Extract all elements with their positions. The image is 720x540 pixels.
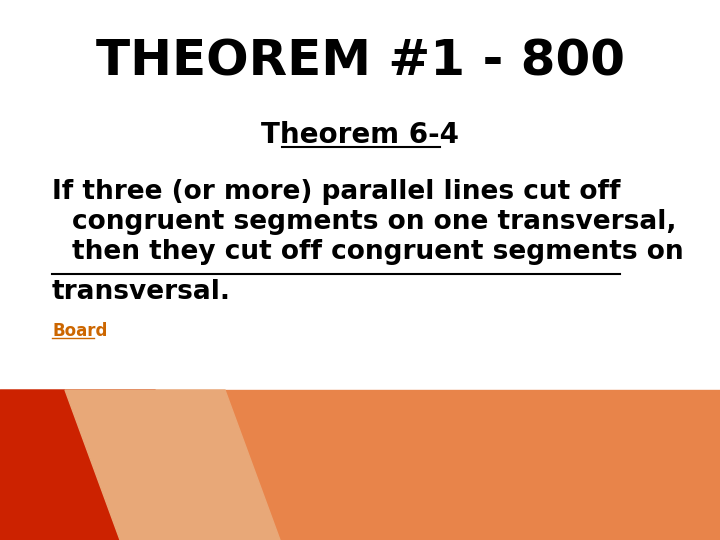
Polygon shape: [65, 390, 280, 540]
Text: Board: Board: [52, 322, 107, 340]
Polygon shape: [0, 390, 210, 540]
Text: THEOREM #1 - 800: THEOREM #1 - 800: [96, 38, 624, 86]
Text: then they cut off congruent segments on: then they cut off congruent segments on: [72, 239, 683, 265]
Bar: [0, 390, 720, 540]
Text: If three (or more) parallel lines cut off: If three (or more) parallel lines cut of…: [52, 179, 621, 205]
Text: Theorem 6-4: Theorem 6-4: [261, 121, 459, 149]
Text: transversal.: transversal.: [52, 279, 231, 305]
Text: congruent segments on one transversal,: congruent segments on one transversal,: [72, 209, 677, 235]
